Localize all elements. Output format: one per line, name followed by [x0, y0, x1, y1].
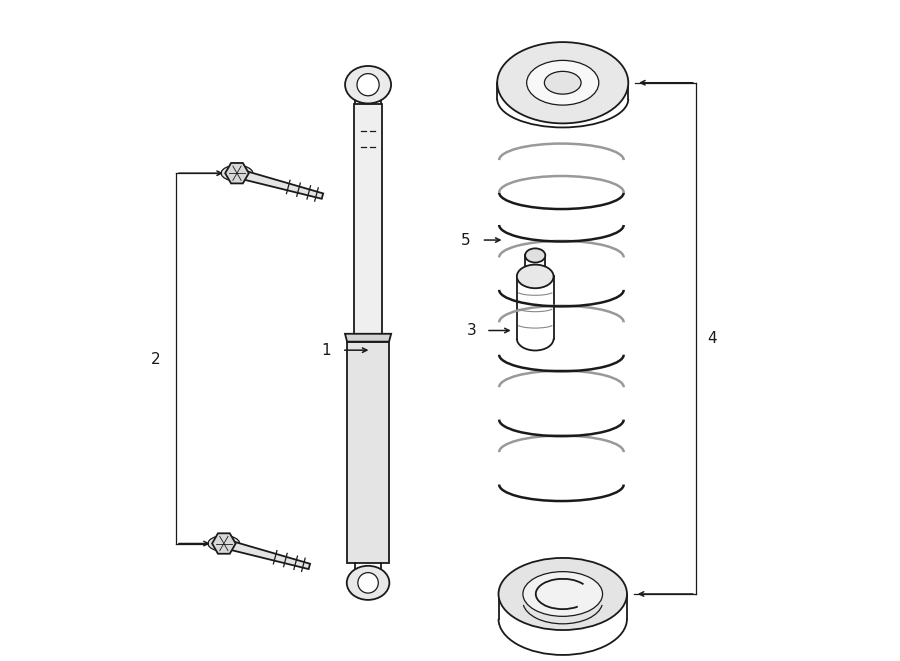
Text: 2: 2: [150, 352, 160, 368]
Ellipse shape: [346, 566, 390, 600]
Ellipse shape: [526, 60, 598, 105]
Ellipse shape: [517, 264, 554, 288]
Ellipse shape: [357, 73, 379, 96]
Ellipse shape: [544, 71, 581, 94]
Polygon shape: [347, 342, 389, 563]
Polygon shape: [212, 533, 236, 554]
Ellipse shape: [525, 249, 545, 262]
Text: 1: 1: [321, 342, 330, 358]
Polygon shape: [345, 334, 392, 342]
Polygon shape: [225, 163, 248, 183]
Ellipse shape: [497, 42, 628, 124]
Polygon shape: [354, 104, 382, 334]
Ellipse shape: [345, 66, 392, 104]
Ellipse shape: [358, 572, 378, 593]
Polygon shape: [221, 165, 253, 181]
Text: 4: 4: [707, 331, 717, 346]
Text: 3: 3: [466, 323, 476, 338]
Polygon shape: [208, 535, 239, 551]
Polygon shape: [236, 169, 323, 199]
Polygon shape: [222, 539, 310, 569]
Ellipse shape: [499, 558, 627, 630]
Ellipse shape: [523, 572, 603, 616]
Text: 5: 5: [462, 233, 471, 248]
